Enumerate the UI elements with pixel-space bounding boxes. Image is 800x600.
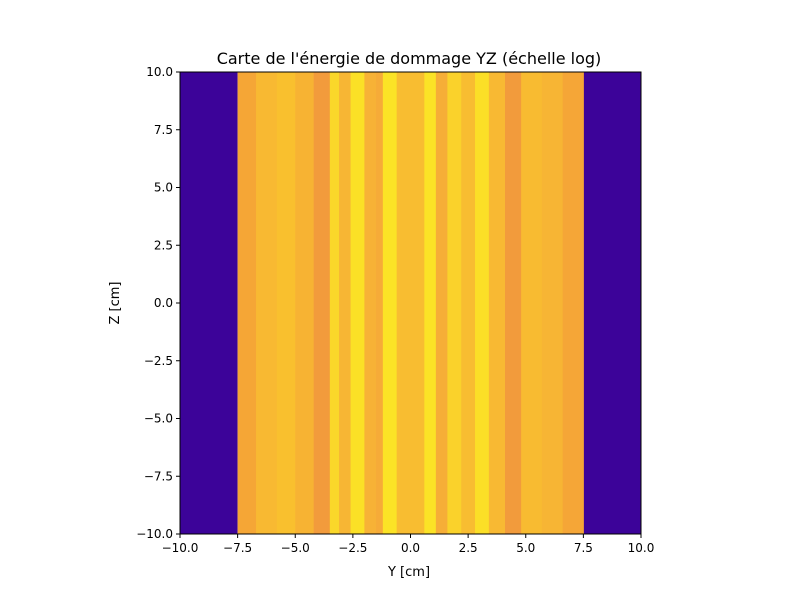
heatmap-stripe-16 — [475, 72, 490, 534]
heatmap-stripe-17 — [488, 72, 506, 534]
heatmap-region-1 — [583, 72, 641, 534]
x-tick-label: −10.0 — [162, 541, 199, 555]
y-tick-label: 0.0 — [154, 296, 173, 310]
heatmap-stripe-3 — [295, 72, 315, 534]
chart-title: Carte de l'énergie de dommage YZ (échell… — [217, 49, 602, 68]
heatmap-stripe-1 — [256, 72, 278, 534]
heatmap-stripe-18 — [505, 72, 522, 534]
plot-area — [179, 71, 642, 535]
heatmap-stripe-20 — [541, 72, 564, 534]
heatmap-stripe-7 — [350, 72, 365, 534]
y-tick-label: −10.0 — [136, 527, 173, 541]
heatmap-stripe-4 — [313, 72, 331, 534]
y-tick-label: 10.0 — [146, 65, 173, 79]
x-axis: −10.0 −7.5 −5.0 −2.5 0.0 2.5 5.0 7.5 10.0 — [162, 534, 655, 555]
x-tick-label: −2.5 — [338, 541, 367, 555]
heatmap-stripe-15 — [461, 72, 476, 534]
y-tick-label: 2.5 — [154, 238, 173, 252]
x-tick-label: 2.5 — [459, 541, 478, 555]
x-tick-label: 5.0 — [516, 541, 535, 555]
heatmap-stripe-21 — [562, 72, 584, 534]
heatmap-stripe-6 — [339, 72, 352, 534]
x-tick-label: 0.0 — [401, 541, 420, 555]
heatmap-stripe-5 — [329, 72, 340, 534]
x-axis-label: Y [cm] — [387, 565, 430, 580]
y-axis: 10.0 7.5 5.0 2.5 0.0 −2.5 −5.0 −7.5 −10.0 — [136, 65, 180, 541]
y-tick-label: −7.5 — [144, 469, 173, 483]
y-tick-label: −5.0 — [144, 412, 173, 426]
heatmap-stripe-12 — [424, 72, 437, 534]
y-axis-label: Z [cm] — [108, 282, 123, 325]
heatmap-stripe-0 — [237, 72, 257, 534]
x-tick-label: −5.0 — [281, 541, 310, 555]
heatmap-stripe-13 — [435, 72, 448, 534]
x-tick-label: 7.5 — [574, 541, 593, 555]
heatmap-stripe-11 — [396, 72, 425, 534]
y-tick-label: 5.0 — [154, 181, 173, 195]
heatmap-stripe-14 — [447, 72, 462, 534]
heatmap-stripe-10 — [382, 72, 398, 534]
x-tick-label: 10.0 — [628, 541, 655, 555]
y-tick-label: −2.5 — [144, 354, 173, 368]
heatmap-stripe-2 — [276, 72, 296, 534]
y-tick-label: 7.5 — [154, 123, 173, 137]
x-tick-label: −7.5 — [223, 541, 252, 555]
heatmap-region-0 — [180, 72, 238, 534]
heatmap-stripe-19 — [521, 72, 543, 534]
heatmap-stripe-9 — [375, 72, 384, 534]
heatmap-stripe-8 — [364, 72, 377, 534]
